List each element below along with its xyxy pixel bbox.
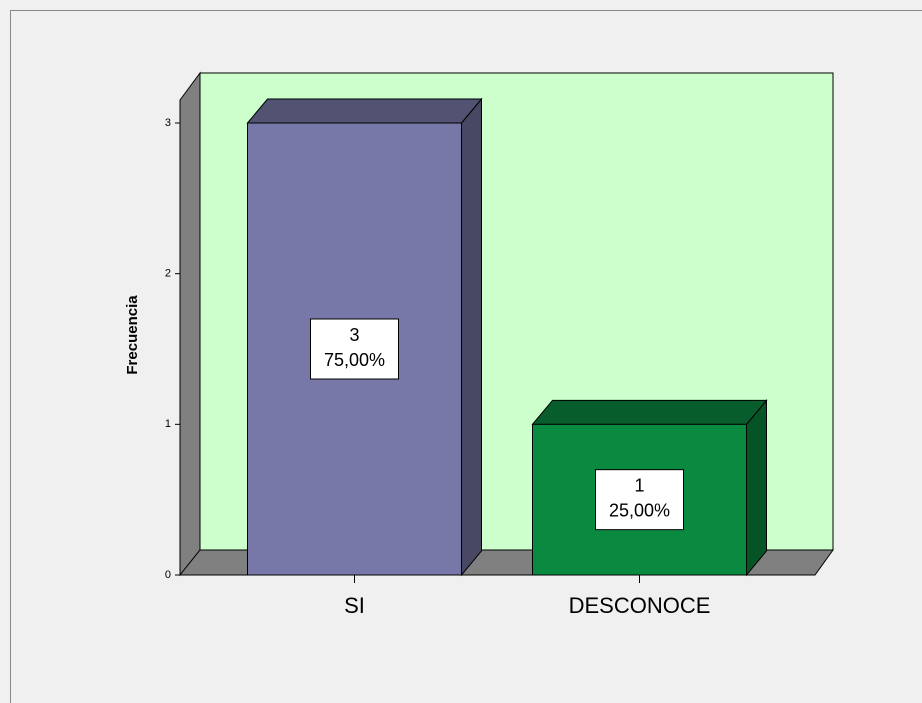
y-axis-label: Frecuencia bbox=[124, 295, 141, 375]
y-tick-label: 1 bbox=[165, 418, 171, 430]
value-label-box bbox=[310, 318, 399, 380]
percentage-label: 25,00% bbox=[609, 500, 670, 520]
x-tick-label: SI bbox=[344, 593, 365, 618]
bar-side bbox=[461, 97, 482, 577]
percentage-label: 75,00% bbox=[324, 350, 385, 370]
bar-top bbox=[246, 98, 483, 124]
y-tick-label: 3 bbox=[165, 117, 171, 129]
bar-top bbox=[531, 399, 768, 425]
value-label-box bbox=[595, 469, 684, 531]
y-tick-label: 0 bbox=[165, 569, 171, 581]
left-wall bbox=[179, 71, 201, 577]
y-tick-label: 2 bbox=[165, 268, 171, 280]
bar-side bbox=[746, 398, 767, 577]
x-tick-label: DESCONOCE bbox=[569, 593, 711, 618]
value-label: 1 bbox=[634, 475, 644, 495]
value-label: 3 bbox=[349, 325, 359, 345]
